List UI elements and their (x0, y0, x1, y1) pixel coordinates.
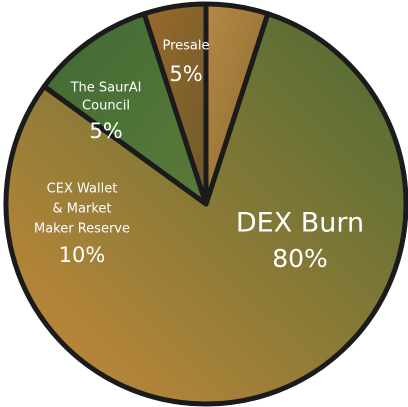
slice-presale (203, 1, 271, 207)
slice-dex-burn (3, 11, 408, 407)
dex-burn-label: DEX Burn (236, 208, 364, 239)
dex-burn-value: 80% (272, 244, 328, 273)
council-label-line-1: The SaurAI (70, 81, 142, 96)
presale-value: 5% (169, 62, 202, 86)
cex-label-line-2: & Market (53, 202, 112, 217)
presale-label: Presale (162, 39, 209, 54)
council-value: 5% (89, 119, 122, 143)
cex-label-line-1: CEX Wallet (47, 182, 118, 197)
cex-value: 10% (59, 243, 106, 267)
cex-label-line-3: Maker Reserve (34, 222, 130, 237)
council-label-line-2: Council (82, 99, 130, 114)
slice-cex-wallet (41, 11, 209, 207)
